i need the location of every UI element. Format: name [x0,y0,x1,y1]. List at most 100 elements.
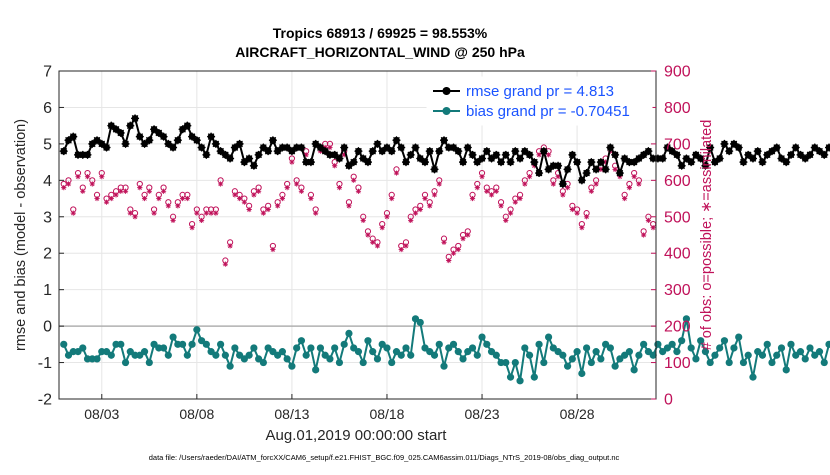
rmse-point [440,136,448,144]
obs-assimilated-point [551,181,556,186]
obs-assimilated-point [432,192,437,197]
bias-point [260,359,267,366]
bias-point [79,344,86,351]
obs-assimilated-point [641,232,646,237]
rmse-point [126,122,134,130]
bias-point [455,348,462,355]
rmse-point [616,169,624,177]
rmse-point [687,158,695,166]
bias-point [631,366,638,373]
bias-point [588,359,595,366]
bias-point [612,363,619,370]
right-axis-label: # of obs: o=possible; ∗=assimilated [699,120,715,351]
bias-point [407,352,414,359]
obs-assimilated-point [109,196,114,201]
rmse-point [792,144,800,152]
bias-point [117,341,124,348]
rmse-point [511,147,519,155]
right-tick-label: 200 [664,319,691,336]
obs-assimilated-point [313,211,318,216]
rmse-point [198,144,206,152]
left-axis-label: rmse and bias (model - observation) [13,119,29,351]
obs-assimilated-point [104,200,109,205]
obs-assimilated-point [513,200,518,205]
rmse-point [568,151,576,159]
rmse-point [806,151,814,159]
bias-point [284,355,291,362]
bias-point [535,341,542,348]
rmse-point [392,136,400,144]
bias-point [402,344,409,351]
bias-point [141,348,148,355]
rmse-point [350,158,358,166]
bias-point [146,359,153,366]
bias-point [374,355,381,362]
rmse-point [340,144,348,152]
rmse-point [236,140,244,148]
chart-title-line2: AIRCRAFT_HORIZONTAL_WIND @ 250 hPa [235,44,525,60]
rmse-point [431,165,439,173]
x-tick-label: 08/28 [560,406,595,422]
obs-assimilated-point [632,174,637,179]
rmse-point [754,147,762,155]
obs-assimilated-point [627,185,632,190]
obs-assimilated-point [228,243,233,248]
bias-point [512,359,519,366]
bias-point [122,359,129,366]
bias-point [688,344,695,351]
rmse-point [611,151,619,159]
rmse-point [174,136,182,144]
bias-point [583,344,590,351]
bias-point [293,344,300,351]
bias-point [821,359,828,366]
right-tick-label: 600 [664,173,691,190]
obs-assimilated-point [232,192,237,197]
rmse-point [207,133,215,141]
obs-assimilated-point [651,225,656,230]
bias-point [345,330,352,337]
obs-assimilated-point [66,181,71,186]
bias-point [740,359,747,366]
rmse-point [535,169,543,177]
obs-assimilated-point [389,196,394,201]
rmse-point [483,147,491,155]
rmse-point [825,144,830,152]
obs-assimilated-point [123,189,128,194]
obs-assimilated-point [189,225,194,230]
bias-point [483,341,490,348]
obs-assimilated-point [579,225,584,230]
obs-assimilated-point [384,214,389,219]
bias-point [364,337,371,344]
bias-point [184,352,191,359]
bias-point [217,341,224,348]
bias-point [764,341,771,348]
obs-assimilated-point [498,203,503,208]
bias-point [431,352,438,359]
obs-assimilated-point [594,181,599,186]
rmse-point [659,154,667,162]
bias-point [108,352,115,359]
rmse-point [469,151,477,159]
bias-point [169,333,176,340]
rmse-point [117,129,125,137]
rmse-point [297,144,305,152]
obs-assimilated-point [289,160,294,165]
x-axis-label: Aug.01,2019 00:00:00 start [266,427,448,444]
obs-assimilated-point [156,196,161,201]
bias-point [288,363,295,370]
rmse-point [507,158,515,166]
obs-assimilated-point [251,192,256,197]
bias-point [336,359,343,366]
obs-assimilated-point [327,145,332,150]
obs-assimilated-point [546,152,551,157]
obs-assimilated-point [185,196,190,201]
right-tick-label: 800 [664,100,691,117]
obs-assimilated-point [209,211,214,216]
obs-assimilated-point [142,196,147,201]
obs-assimilated-point [394,170,399,175]
rmse-point [245,154,253,162]
obs-assimilated-point [151,211,156,216]
rmse-point [602,165,610,173]
bias-point [797,348,804,355]
legend-rmse-marker [443,87,451,95]
